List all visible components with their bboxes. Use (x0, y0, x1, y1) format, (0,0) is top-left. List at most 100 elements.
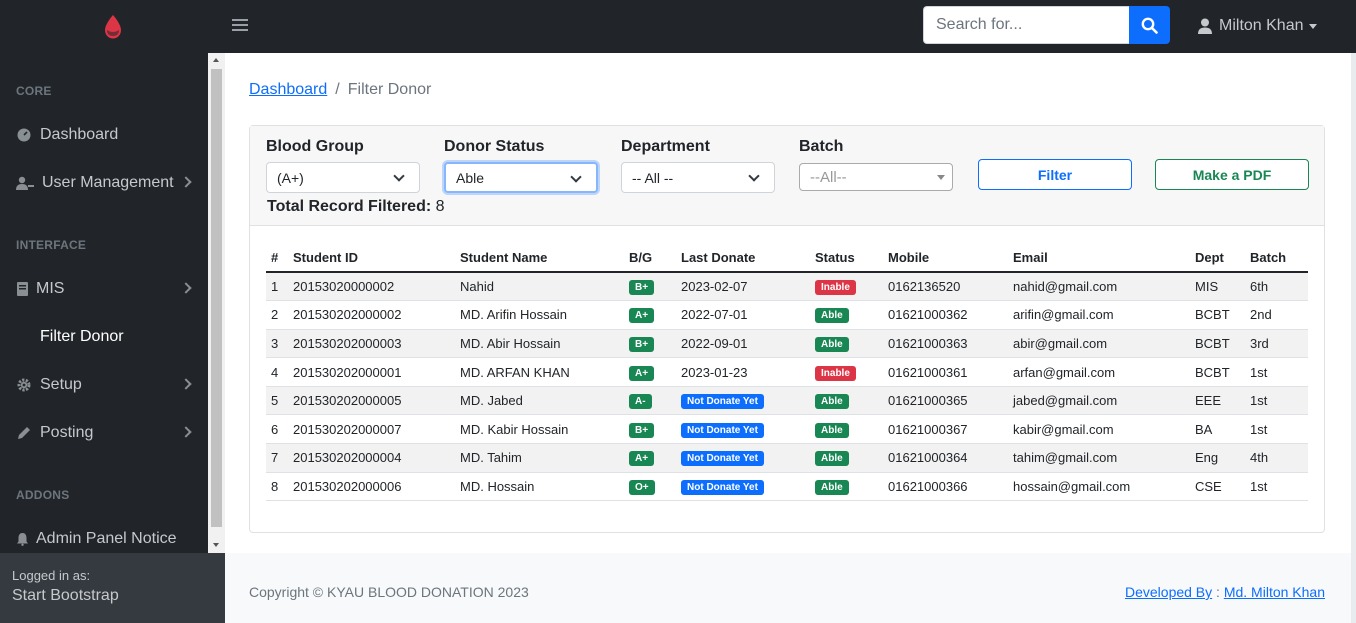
logged-in-label: Logged in as: (12, 568, 91, 583)
col-header-index: # (266, 244, 288, 273)
breadcrumb: Dashboard / Filter Donor (249, 81, 431, 99)
sidebar-item-mis[interactable]: MIS (16, 277, 198, 301)
table-row: 4 201530202000001 MD. ARFAN KHAN A+ 2023-01-… (266, 357, 1308, 387)
blood-group-badge: A+ (629, 451, 655, 467)
blood-group-select[interactable]: (A+) (266, 162, 420, 193)
brand-logo[interactable] (0, 0, 225, 53)
cell-student-name: Nahid (455, 272, 624, 302)
cell-student-name: MD. Abir Hossain (455, 329, 624, 359)
scroll-thumb[interactable] (211, 69, 222, 527)
cell-email: nahid@gmail.com (1008, 272, 1190, 302)
last-donate-value: 2023-02-07 (681, 279, 748, 295)
filter-button[interactable]: Filter (978, 159, 1132, 190)
cell-email: abir@gmail.com (1008, 329, 1190, 359)
batch-select[interactable]: --All-- (799, 163, 953, 191)
blood-group-badge: A- (629, 394, 652, 410)
chevron-right-icon (180, 282, 192, 294)
total-value: 8 (435, 198, 445, 215)
cell-status: Able (810, 386, 883, 416)
cell-dept: BCBT (1190, 300, 1245, 330)
cell-blood-group: O+ (624, 472, 676, 502)
search-input[interactable] (923, 6, 1129, 44)
cell-index: 3 (266, 329, 288, 359)
cell-mobile: 0162136520 (883, 272, 1008, 302)
cell-student-id: 201530202000003 (288, 329, 455, 359)
blood-group-badge: O+ (629, 479, 655, 495)
cell-batch: 1st (1245, 414, 1308, 445)
sidebar-item-setup[interactable]: Setup (16, 373, 198, 397)
cell-batch: 1st (1245, 386, 1308, 416)
status-badge: Able (815, 308, 849, 324)
breadcrumb-dashboard-link[interactable]: Dashboard (249, 81, 328, 98)
cell-mobile: 01621000363 (883, 329, 1008, 359)
cell-batch: 1st (1245, 472, 1308, 502)
status-badge: Able (815, 451, 849, 467)
chevron-down-icon (748, 170, 760, 182)
sidebar-toggle-icon[interactable] (232, 16, 248, 34)
make-pdf-button[interactable]: Make a PDF (1155, 159, 1309, 190)
sidebar-scrollbar[interactable] (208, 53, 225, 553)
cell-blood-group: A+ (624, 300, 676, 330)
book-icon (16, 281, 28, 297)
scroll-down-icon[interactable] (213, 543, 219, 547)
breadcrumb-separator: / (335, 81, 340, 98)
sidebar-item-dashboard[interactable]: Dashboard (16, 123, 198, 147)
col-header-dept: Dept (1190, 244, 1245, 273)
developed-by-link[interactable]: Developed By (1124, 584, 1213, 600)
logged-in-name: Start Bootstrap (12, 587, 119, 604)
gear-icon (16, 377, 32, 393)
donor-table: # Student ID Student Name B/G Last Donat… (266, 244, 1308, 502)
sidebar-item-posting[interactable]: Posting (16, 421, 198, 445)
cell-dept: CSE (1190, 472, 1245, 502)
search-button[interactable] (1129, 6, 1170, 44)
cell-status: Able (810, 300, 883, 330)
bell-icon (16, 531, 28, 547)
cell-index: 4 (266, 357, 288, 387)
status-badge: Inable (815, 280, 856, 296)
sidebar-item-admin-panel-notice[interactable]: Admin Panel Notice (16, 527, 198, 551)
cell-dept: EEE (1190, 386, 1245, 416)
cell-mobile: 01621000367 (883, 414, 1008, 445)
developer-separator: : (1212, 584, 1224, 600)
cell-last-donate: 2022-09-01 (676, 329, 810, 359)
table-row: 2 201530202000002 MD. Arifin Hossain A+ 2022… (266, 300, 1308, 330)
cell-student-id: 20153020000002 (288, 272, 455, 302)
cell-batch: 1st (1245, 357, 1308, 387)
developer-name-link[interactable]: Md. Milton Khan (1223, 584, 1325, 600)
department-value: -- All -- (632, 169, 674, 186)
cell-batch: 6th (1245, 272, 1308, 302)
user-dropdown[interactable]: Milton Khan (1197, 15, 1317, 37)
user-icon (1198, 18, 1212, 34)
cell-index: 2 (266, 300, 288, 330)
department-label: Department (621, 138, 710, 155)
batch-value: --All-- (810, 168, 847, 186)
cell-status: Able (810, 443, 883, 473)
blood-drop-icon (104, 14, 121, 38)
filter-card-header: Blood Group (A+) Donor Status Able Depar… (250, 126, 1324, 226)
table-row: 6 201530202000007 MD. Kabir Hossain B+ Not D… (266, 414, 1308, 445)
col-header-status: Status (810, 244, 883, 273)
sidebar-subitem-filter-donor[interactable]: Filter Donor (40, 328, 124, 345)
main-content: Dashboard / Filter Donor Blood Group (A+) … (225, 53, 1351, 553)
status-badge: Able (815, 422, 849, 438)
cell-status: Able (810, 329, 883, 359)
cell-status: Inable (810, 357, 883, 387)
cell-blood-group: B+ (624, 414, 676, 445)
blood-group-badge: A+ (629, 365, 655, 381)
blood-group-value: (A+) (277, 169, 304, 186)
sidebar-heading-addons: ADDONS (16, 488, 70, 502)
sidebar-item-user-management[interactable]: User Management (16, 171, 198, 195)
scroll-up-icon[interactable] (213, 58, 219, 62)
page-scroll-edge (1351, 53, 1356, 623)
last-donate-value: 2022-09-01 (681, 335, 748, 351)
department-select[interactable]: -- All -- (621, 162, 775, 193)
status-badge: Able (815, 394, 849, 410)
sidebar-item-label: Posting (40, 424, 94, 441)
cell-last-donate: Not Donate Yet (676, 443, 810, 473)
donor-status-select[interactable]: Able (444, 162, 598, 193)
pencil-icon (16, 425, 32, 441)
chevron-down-icon (570, 171, 582, 183)
sidebar-heading-interface: INTERFACE (16, 238, 87, 252)
col-header-blood-group: B/G (624, 244, 676, 273)
table-row: 3 201530202000003 MD. Abir Hossain B+ 2022-0… (266, 329, 1308, 359)
